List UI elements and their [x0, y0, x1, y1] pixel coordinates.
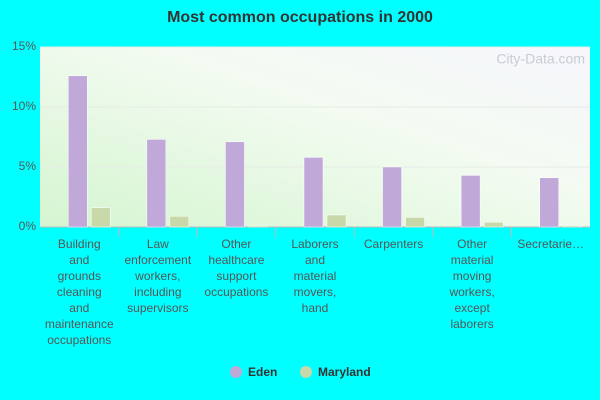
bar — [562, 225, 582, 228]
watermark: City-Data.com — [496, 51, 585, 67]
bar — [146, 139, 167, 228]
bar — [382, 166, 402, 228]
y-tick-label: 10% — [12, 99, 36, 113]
bar — [248, 225, 268, 228]
bar — [303, 157, 324, 228]
bar — [326, 214, 347, 228]
bar — [483, 221, 504, 228]
x-tick-label: Other healthcare support occupations — [204, 237, 269, 299]
bar — [460, 175, 481, 228]
chart-title: Most common occupations in 2000 — [167, 9, 433, 26]
x-tick-label: Laborers and material movers, hand — [291, 237, 339, 315]
legend-marker — [300, 366, 312, 378]
bar — [68, 75, 88, 228]
x-tick-label: Secretarie… — [517, 237, 585, 251]
y-tick-label: 15% — [12, 39, 36, 53]
bar — [405, 217, 425, 228]
x-tick-label: Law enforcement workers, including super… — [124, 237, 192, 315]
y-tick-label: 5% — [19, 159, 37, 173]
x-tick-label: Building and grounds cleaning and mainte… — [44, 237, 114, 347]
bar — [91, 207, 111, 228]
bar — [225, 141, 245, 228]
legend-label: Eden — [248, 365, 277, 379]
legend-marker — [230, 366, 242, 378]
x-tick-label: Other material moving workers, except la… — [449, 237, 495, 331]
bar — [169, 215, 190, 228]
y-tick-label: 0% — [19, 219, 37, 233]
x-tick-label: Carpenters — [363, 237, 424, 251]
legend-label: Maryland — [318, 365, 371, 379]
bar — [539, 177, 559, 228]
